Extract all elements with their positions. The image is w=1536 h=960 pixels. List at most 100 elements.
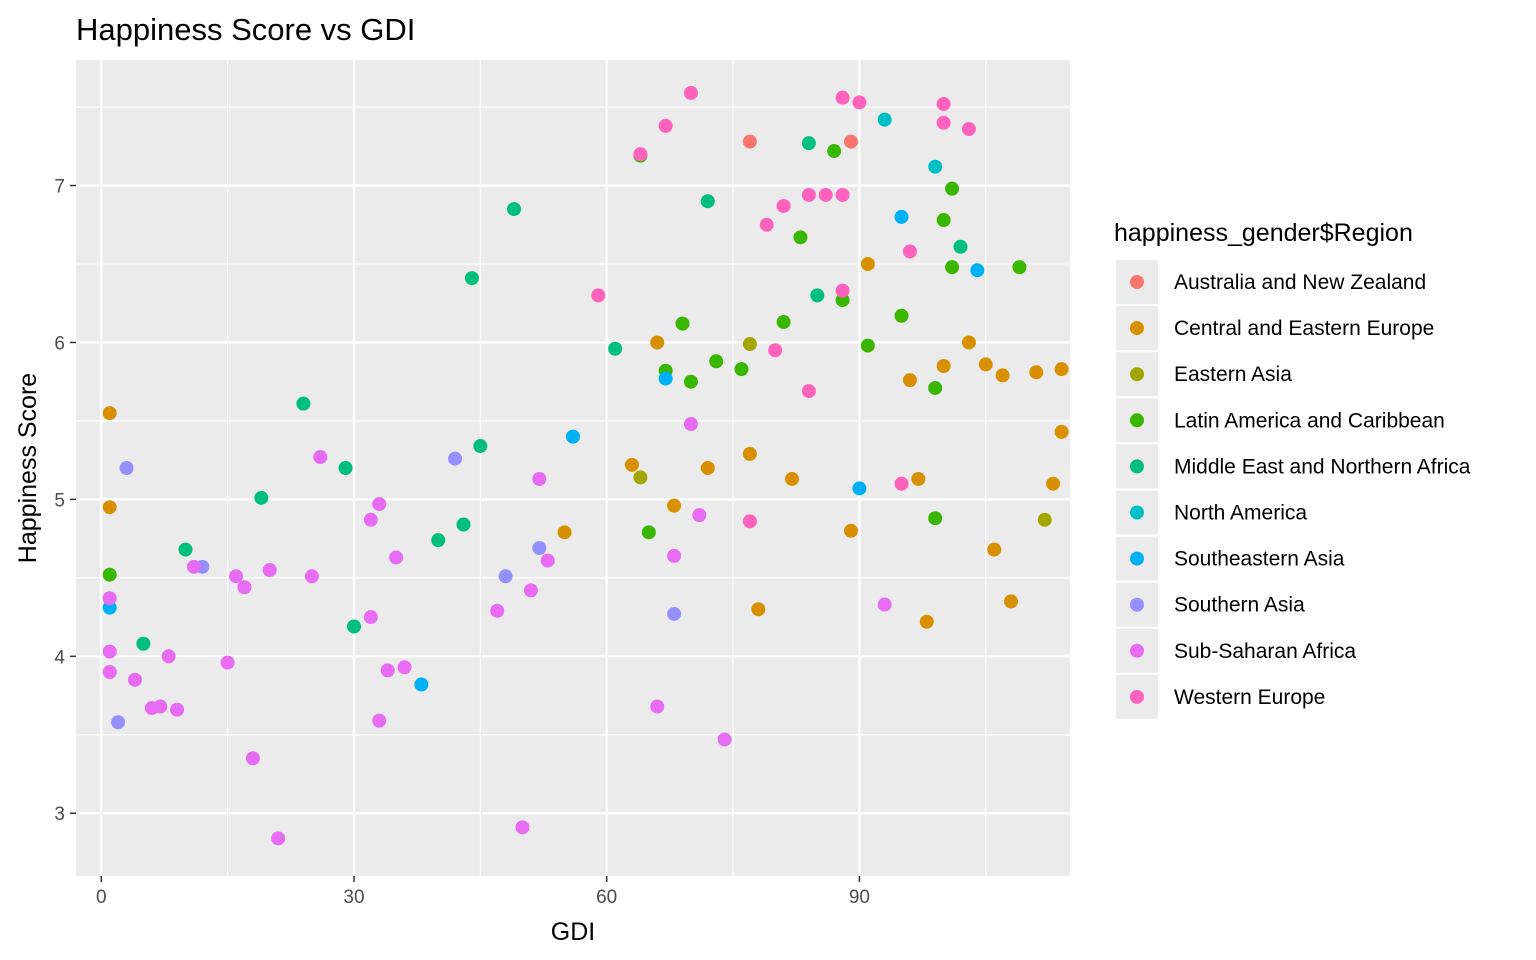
data-point [102,665,117,679]
data-point [633,470,648,485]
data-point [119,461,134,475]
data-point [532,541,547,556]
data-point [928,380,943,395]
data-point [178,542,193,557]
data-point [170,702,185,717]
y-axis-title: Happiness Score [14,373,42,563]
data-point [801,136,816,151]
data-point [987,542,1002,557]
legend-swatch [1130,459,1144,474]
data-point [742,514,757,529]
data-point [540,553,555,568]
y-tick-label: 6 [54,333,65,354]
data-point [843,134,858,149]
data-point [102,406,117,421]
data-point [860,257,875,271]
data-point [717,732,732,747]
data-point [414,677,429,692]
data-point [995,368,1010,383]
legend: happiness_gender$Region Australia and Ne… [1114,219,1471,719]
data-point [835,283,850,298]
legend-label: Middle East and Northern Africa [1174,455,1471,478]
data-point [683,85,698,100]
data-point [346,619,361,634]
data-point [936,115,951,130]
legend-swatch [1130,597,1144,612]
data-point [1004,594,1019,609]
data-point [734,362,749,377]
y-axis-ticks: 3 4 5 6 7 [54,177,76,825]
data-point [961,122,976,137]
data-point [801,384,816,399]
data-point [675,316,690,331]
data-point [296,396,311,411]
data-point [431,533,446,548]
y-tick-label: 7 [54,177,65,198]
data-point [532,471,547,486]
data-point [751,602,766,617]
data-point [591,288,606,303]
legend-label: Central and Eastern Europe [1174,317,1434,340]
legend-label: Eastern Asia [1174,363,1292,386]
data-point [667,498,682,513]
data-point [641,525,656,540]
x-axis-ticks: 0 30 60 90 [96,876,870,908]
data-point [490,603,505,618]
data-point [945,260,960,275]
data-point [633,147,648,162]
data-point [313,450,328,465]
data-point [852,481,867,496]
data-point [363,610,378,625]
data-point [877,112,892,127]
data-point [456,517,471,532]
data-point [102,567,117,582]
y-tick-label: 4 [54,647,65,668]
legend-title: happiness_gender$Region [1114,219,1413,247]
data-point [363,512,378,527]
data-point [776,315,791,330]
data-point [372,497,387,512]
data-point [111,715,126,730]
legend-swatch [1130,413,1144,428]
data-point [153,699,168,714]
data-point [936,213,951,228]
data-point [102,591,117,606]
data-point [759,217,774,232]
legend-label: North America [1174,502,1307,525]
data-point [557,525,572,540]
data-point [1054,424,1069,439]
data-point [742,134,757,149]
data-point [448,451,463,466]
data-point [136,636,151,651]
data-point [650,335,665,350]
y-tick-label: 5 [54,490,65,511]
data-point [978,357,993,372]
data-point [507,202,522,217]
legend-label: Latin America and Caribbean [1174,409,1445,432]
data-point [667,548,682,563]
data-point [852,95,867,110]
data-point [928,159,943,174]
x-tick-label: 90 [849,887,870,908]
data-point [894,308,909,323]
data-point [523,583,538,598]
data-points [102,85,1069,846]
legend-label: Southern Asia [1174,594,1305,617]
data-point [683,374,698,389]
x-tick-label: 30 [343,887,364,908]
data-point [161,649,176,664]
data-point [464,271,479,286]
data-point [709,354,724,369]
data-point [338,461,353,475]
y-tick-label: 3 [54,804,65,825]
major-gridlines [76,60,1070,876]
x-tick-label: 60 [596,887,617,908]
data-point [397,660,412,675]
data-point [186,559,201,574]
data-point [389,550,404,565]
data-point [827,144,842,159]
data-point [271,831,286,846]
data-point [902,244,917,259]
data-point [372,713,387,728]
